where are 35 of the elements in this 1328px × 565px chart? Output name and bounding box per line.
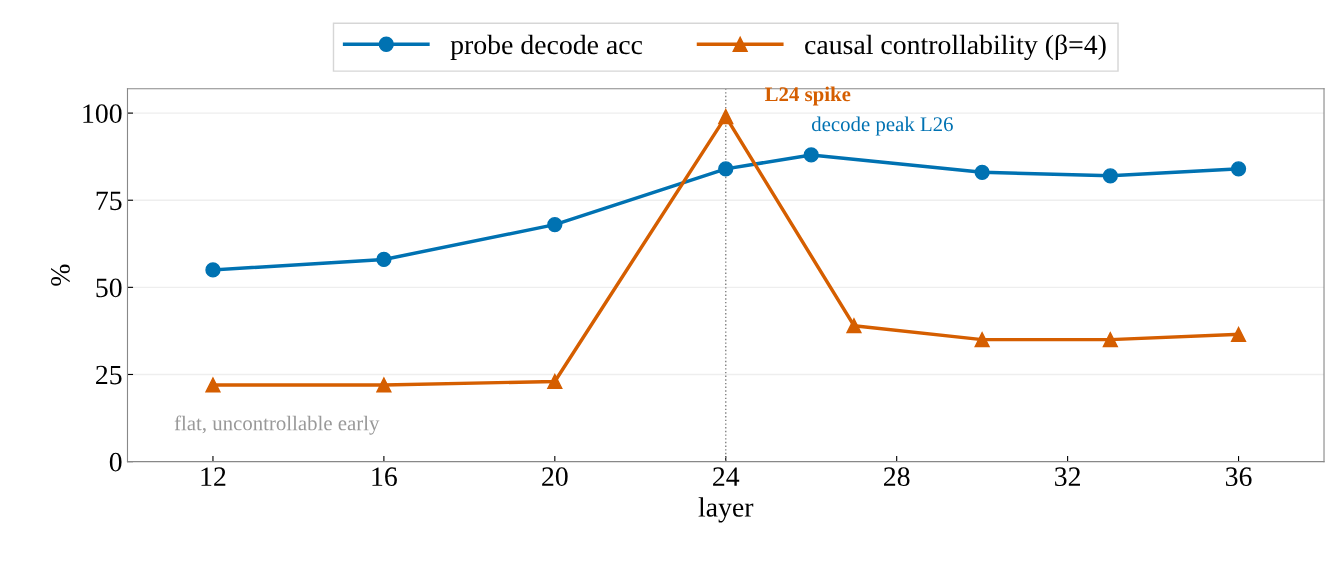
point xyxy=(974,164,990,180)
x-tick-label: 28 xyxy=(884,467,910,487)
x-tick-label: 20 xyxy=(542,467,568,487)
annotation: decode peak L26 xyxy=(811,116,953,136)
point xyxy=(205,377,221,393)
legend-label: probe decode acc xyxy=(450,34,643,60)
y-tick-label: 75 xyxy=(96,191,122,211)
point xyxy=(1102,168,1118,184)
point xyxy=(1230,326,1247,343)
point xyxy=(718,161,734,177)
x-axis-title: layer xyxy=(698,497,754,523)
point xyxy=(376,251,392,268)
annotation: flat, uncontrollable early xyxy=(174,415,380,435)
y-tick-label: 100 xyxy=(83,104,122,124)
x-tick-label: 16 xyxy=(372,467,397,487)
point xyxy=(803,147,819,163)
y-axis-title: % xyxy=(51,264,70,286)
point xyxy=(718,108,734,125)
point xyxy=(1102,331,1118,348)
y-tick-label: 50 xyxy=(96,278,122,298)
x-tick-label: 36 xyxy=(1225,467,1252,487)
point xyxy=(974,331,990,348)
legend-label: causal controllability (β=4) xyxy=(805,34,1106,60)
point xyxy=(547,216,563,233)
x-tick-label: 12 xyxy=(201,467,226,486)
x-tick-label: 24 xyxy=(713,467,740,486)
annotation: L24 spike xyxy=(765,86,851,106)
y-tick-label: 25 xyxy=(96,365,122,385)
point xyxy=(1230,161,1247,177)
point xyxy=(205,262,221,278)
x-tick-label: 32 xyxy=(1055,467,1080,487)
point xyxy=(547,373,563,390)
y-tick-label: 0 xyxy=(109,452,122,472)
point xyxy=(846,318,862,334)
point xyxy=(376,377,392,393)
